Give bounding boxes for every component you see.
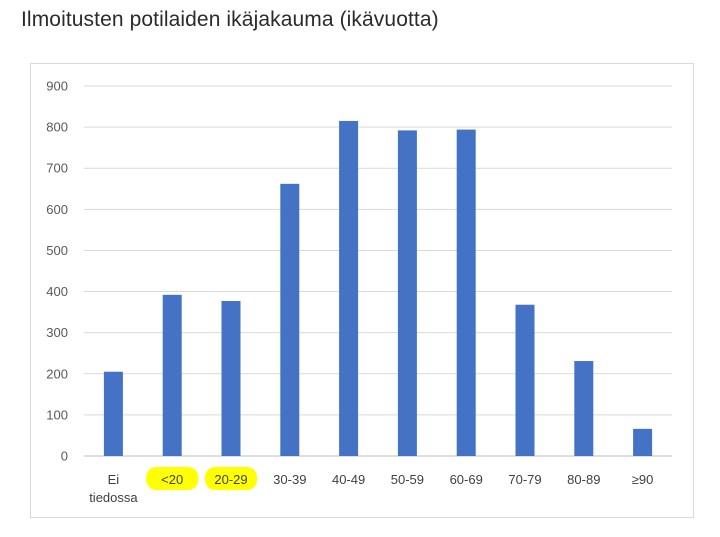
bar	[515, 304, 535, 456]
bar	[339, 120, 359, 456]
page-title: Ilmoitusten potilaiden ikäjakauma (ikävu…	[21, 8, 439, 31]
y-tick-label: 400	[46, 284, 68, 299]
bar	[162, 294, 182, 456]
bar	[221, 301, 241, 456]
x-tick-label: 30-39	[273, 472, 306, 487]
label-highlight	[205, 467, 257, 490]
bar	[280, 183, 300, 456]
x-tick-label: Ei	[108, 472, 120, 487]
y-tick-label: 700	[46, 161, 68, 176]
x-tick-label: <20	[161, 472, 183, 487]
bar	[103, 371, 123, 456]
y-tick-label: 0	[61, 449, 68, 464]
bar	[397, 130, 417, 456]
bar	[456, 129, 476, 457]
x-tick-label: tiedossa	[89, 490, 138, 505]
y-tick-label: 100	[46, 407, 68, 422]
y-tick-label: 800	[46, 120, 68, 135]
bar	[574, 361, 594, 456]
y-tick-label: 600	[46, 202, 68, 217]
y-tick-label: 500	[46, 243, 68, 258]
x-tick-label: 80-89	[567, 472, 600, 487]
y-tick-label: 900	[46, 79, 68, 94]
x-tick-label: 50-59	[391, 472, 424, 487]
x-tick-label: 40-49	[332, 472, 365, 487]
x-tick-label: 60-69	[450, 472, 483, 487]
y-tick-label: 200	[46, 366, 68, 381]
x-tick-label: ≥90	[632, 472, 654, 487]
label-highlight	[146, 467, 199, 490]
bar	[633, 428, 653, 456]
x-tick-label: 20-29	[214, 472, 247, 487]
x-tick-label: 70-79	[508, 472, 541, 487]
y-tick-label: 300	[46, 325, 68, 340]
